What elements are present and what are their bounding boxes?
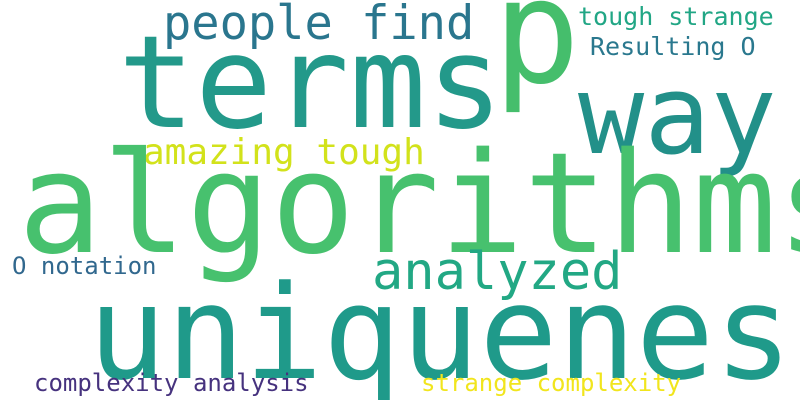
word-tough-strange: tough strange xyxy=(578,2,774,31)
word-analyzed: analyzed xyxy=(372,242,623,302)
word-algorithms: algorithms xyxy=(18,123,800,286)
word-way: way xyxy=(578,51,777,179)
word-strange-complexity: strange complexity xyxy=(421,369,682,397)
word-amazing-tough: amazing tough xyxy=(143,132,425,173)
word-uniqueness: uniqueness xyxy=(88,257,800,400)
word-terms: terms xyxy=(118,9,504,158)
word-complexity-analysis: complexity analysis xyxy=(34,369,309,397)
word-o-notation: O notation xyxy=(12,252,157,280)
word-people-find: people find xyxy=(163,0,475,51)
word-p: p xyxy=(493,0,581,117)
word-resulting-o: Resulting O xyxy=(590,32,756,61)
